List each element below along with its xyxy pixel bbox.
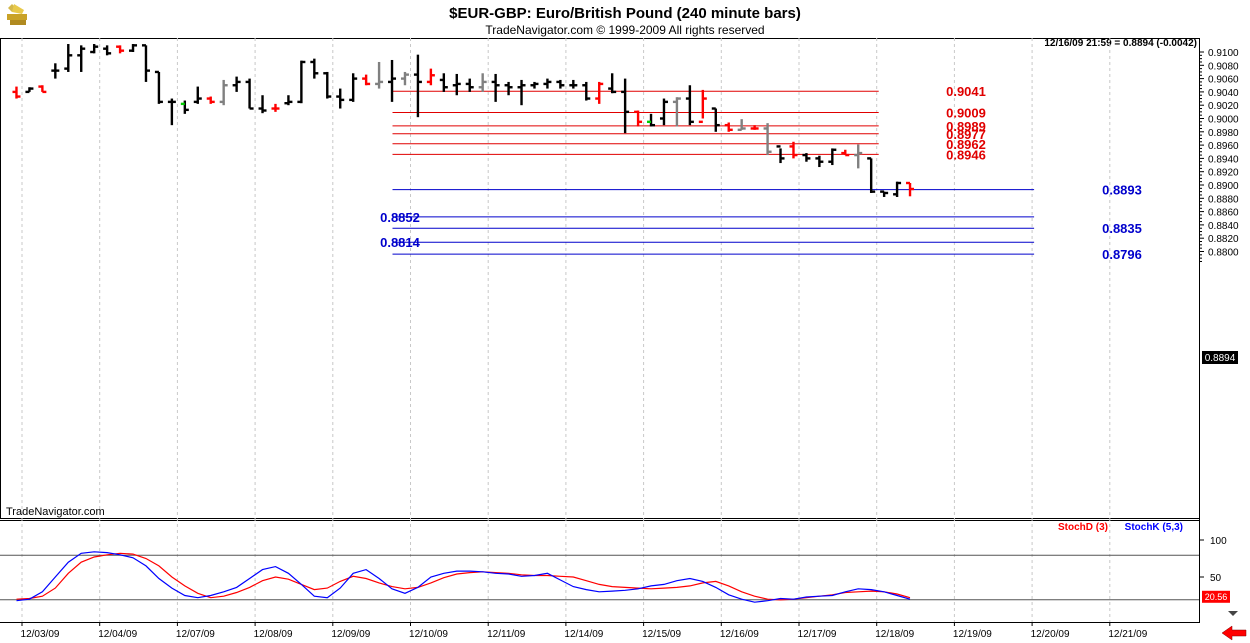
y-tick-label: 0.8980 [1208,128,1239,139]
y-tick-label: 0.8920 [1208,168,1239,179]
ohlc-bars [12,44,915,197]
x-tick-label: 12/19/09 [953,629,992,640]
x-tick-label: 12/16/09 [720,629,759,640]
level-label: 0.8946 [946,147,986,162]
y-tick-label: 0.9000 [1208,115,1239,126]
x-tick-label: 12/20/09 [1031,629,1070,640]
level-label: 0.9041 [946,84,986,99]
y-tick-label: 0.9060 [1208,75,1239,86]
level-label: 0.8835 [1102,221,1142,236]
logo-icon [7,4,27,25]
scroll-down-icon[interactable] [1228,611,1238,616]
stochk-legend: StochK (5,3) [1125,522,1183,533]
y-tick-label: 0.9080 [1208,61,1239,72]
stochd-legend: StochD (3) [1058,522,1108,533]
x-tick-label: 12/10/09 [409,629,448,640]
vertical-gridlines [21,38,1111,622]
x-tick-label: 12/15/09 [642,629,681,640]
watermark-text: TradeNavigator.com [6,506,105,518]
y-tick-label: 0.8960 [1208,141,1239,152]
level-label: 0.8962 [946,137,986,152]
scroll-left-arrow-icon[interactable] [1219,624,1249,642]
x-tick-label: 12/17/09 [798,629,837,640]
price-axis: 0.8800 0.8820 0.8840 0.8860 0.8880 0.8900 0.89… [1199,48,1239,262]
y-tick-label: 0.9020 [1208,101,1239,112]
last-price-box-label: 0.8894 [1205,353,1236,364]
stoch-y-label: 50 [1210,573,1222,584]
level-label: 0.9009 [946,106,986,121]
level-label: 0.8989 [946,119,986,134]
level-label: 0.8977 [946,127,986,142]
x-tick-label: 12/21/09 [1108,629,1147,640]
last-price-box: 0.8894 [1202,351,1238,364]
copyright-text: TradeNavigator.com © 1999-2009 All right… [485,23,764,37]
x-tick-label: 12/09/09 [331,629,370,640]
y-tick-label: 0.8800 [1208,248,1239,259]
y-tick-label: 0.9040 [1208,88,1239,99]
x-tick-label: 12/14/09 [564,629,603,640]
y-tick-label: 0.8820 [1208,234,1239,245]
x-tick-label: 12/03/09 [21,629,60,640]
y-tick-label: 0.8860 [1208,208,1239,219]
y-tick-label: 0.8900 [1208,181,1239,192]
last-price-info: 12/16/09 21:59 = 0.8894 (-0.0042) [1044,38,1197,49]
x-tick-label: 12/04/09 [98,629,137,640]
x-tick-label: 12/08/09 [254,629,293,640]
chart-title: $EUR-GBP: Euro/British Pound (240 minute… [449,5,801,22]
x-tick-label: 12/07/09 [176,629,215,640]
y-tick-label: 0.9100 [1208,48,1239,59]
level-label: 0.8814 [380,235,421,250]
stoch-last-box [1202,590,1230,603]
y-tick-label: 0.8940 [1208,154,1239,165]
y-tick-label: 0.8880 [1208,194,1239,205]
level-label: 0.8852 [380,210,420,225]
y-tick-label: 0.8840 [1208,221,1239,232]
price-panel-frame [0,38,1200,519]
stochk-line [16,551,911,603]
time-axis: 12/03/09 12/04/09 12/07/09 12/08/09 12/09/09… [21,622,1148,640]
level-label: 0.8796 [1102,247,1142,262]
level-label: 0.8893 [1102,183,1142,198]
stochd-line [16,552,911,601]
x-tick-label: 12/11/09 [487,629,526,640]
stoch-last-label: 20.56 [1205,592,1228,602]
stochastic-panel: 50 100 20.56 [0,536,1230,603]
x-tick-label: 12/18/09 [875,629,914,640]
stoch-y-label: 100 [1210,536,1227,547]
